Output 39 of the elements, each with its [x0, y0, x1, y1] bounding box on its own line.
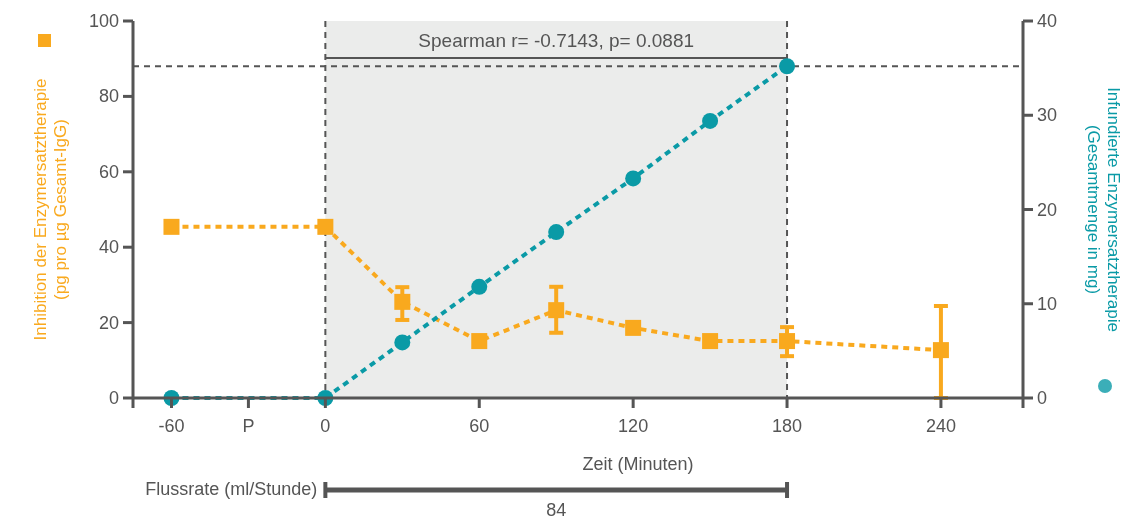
x-tick-label: 180 — [772, 416, 803, 436]
x-tick-label: 240 — [925, 416, 956, 436]
x-tick-label: 0 — [320, 416, 331, 436]
y-tick-label: 80 — [98, 86, 119, 107]
point — [625, 319, 642, 336]
point — [394, 334, 411, 351]
text: Flussrate (ml/Stunde) — [145, 479, 318, 499]
x-tick-label: 120 — [618, 416, 649, 436]
y2-tick-label: 30 — [1037, 105, 1058, 126]
x-tick-label: 60 — [469, 416, 490, 436]
text: 84 — [546, 500, 567, 519]
point — [548, 302, 565, 319]
point — [779, 333, 796, 350]
point — [779, 58, 796, 75]
x-tick-label: P — [242, 416, 255, 436]
y-tick-label: 60 — [98, 161, 119, 182]
y-tick-label: 0 — [108, 388, 119, 408]
y2-axis-title: Infundierte Enzymersatztherapie (Gesamtmenge in mg) — [1084, 87, 1123, 332]
y-axis-title: Inhibition der Enzymersatztherapie (pg pro µg Gesamt-IgG) — [31, 78, 70, 341]
x-tick-label: -60 — [158, 416, 185, 436]
y2-tick-label: 0 — [1037, 388, 1048, 408]
point — [702, 333, 719, 350]
point — [394, 293, 411, 310]
annotation: Spearman r= -0.7143, p= 0.0881 — [418, 30, 695, 51]
point — [317, 218, 334, 235]
point — [625, 170, 642, 187]
point — [932, 342, 949, 359]
point — [548, 224, 565, 241]
y-tick-label: 40 — [98, 237, 119, 258]
point — [163, 218, 180, 235]
point — [702, 112, 719, 129]
x-axis-title: Zeit (Minuten) — [582, 454, 694, 474]
point — [471, 333, 488, 350]
point — [471, 278, 488, 295]
y2-tick-label: 40 — [1037, 11, 1058, 31]
y-tick-label: 100 — [88, 11, 119, 31]
y-tick-label: 20 — [98, 312, 119, 333]
y2-tick-label: 10 — [1037, 293, 1058, 314]
y2-tick-label: 20 — [1037, 199, 1058, 220]
